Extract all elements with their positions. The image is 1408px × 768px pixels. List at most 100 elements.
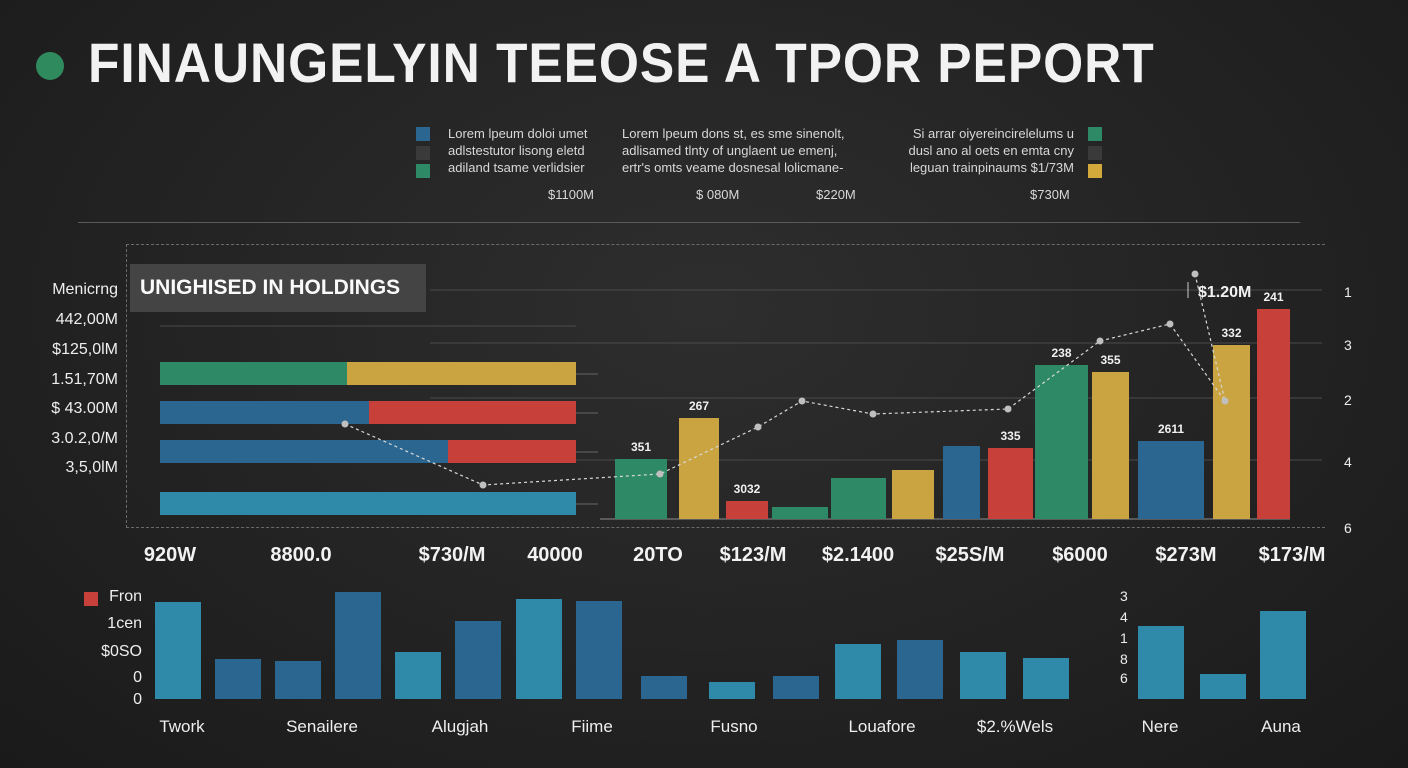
bottom-bar	[155, 602, 201, 699]
horizontal-bar-segment	[160, 492, 576, 515]
bottom-bar	[455, 621, 501, 699]
trend-point	[1221, 397, 1229, 405]
legend-line: ertr's omts veame dosnesal lolicmane-	[622, 160, 844, 175]
legend-amount: $1100M	[548, 187, 595, 202]
trend-point	[479, 481, 487, 489]
horizontal-bar-segment	[160, 362, 347, 385]
x-tick-label: $123/M	[719, 544, 787, 566]
title-dot-icon	[36, 52, 64, 80]
right-tick-label: 8	[1120, 651, 1128, 667]
legend-amount: $730M	[1030, 187, 1070, 202]
page-title: FINAUNGELYIN TEEOSE A TPOR PEPORT	[88, 31, 1155, 94]
legend-line: adlstestutor lisong eletd	[448, 143, 585, 158]
legend-amount: $220M	[816, 187, 856, 202]
y-tick-label: 3.0.2,0/M	[51, 430, 118, 447]
vertical-bar	[892, 470, 934, 519]
bar-data-label: 3032	[734, 482, 761, 496]
legend-amount: $ 080M	[696, 187, 740, 202]
bottom-bar	[1023, 658, 1069, 699]
trend-peak-label: $1.20M	[1198, 284, 1251, 301]
bar-data-label: 2611	[1158, 422, 1184, 436]
y-tick-label: $125,0lM	[52, 341, 118, 358]
x-tick-label: Twork	[159, 717, 205, 736]
divider	[78, 222, 1300, 223]
right-tick-label: 6	[1120, 670, 1128, 686]
bottom-bar	[773, 676, 819, 699]
right-tick-label: 4	[1120, 609, 1128, 625]
y-tick-label: 442,00M	[55, 311, 118, 328]
bar-data-label: 355	[1100, 353, 1120, 367]
legend-swatch	[1088, 164, 1102, 178]
legend-swatch	[416, 146, 430, 160]
trend-point	[1166, 320, 1174, 328]
bottom-bar	[1200, 674, 1246, 699]
x-tick-label: Senailere	[286, 717, 358, 736]
x-tick-label: $2.1400	[821, 544, 895, 566]
legend-block-3: Si arrar oiyereincirelelums u dusl ano a…	[896, 125, 1075, 176]
bar-data-label: 238	[1051, 346, 1071, 360]
vertical-bar	[1138, 441, 1204, 519]
bottom-bar	[960, 652, 1006, 699]
legend-line: leguan trainpinaums $1/73M	[909, 160, 1074, 175]
x-tick-label: 20TO	[633, 544, 683, 566]
x-tick-label: 920W	[143, 544, 197, 566]
y-tick-label: $0SO	[101, 643, 142, 660]
vertical-bar	[679, 418, 719, 519]
trend-point	[1191, 270, 1199, 278]
trend-point	[656, 470, 664, 478]
bar-data-label: 351	[631, 440, 651, 454]
y-tick-label: 1.51,70M	[51, 371, 118, 388]
trend-point	[798, 397, 806, 405]
right-tick-label: 2	[1344, 392, 1352, 408]
legend-swatch	[1088, 127, 1102, 141]
legend-line: Lorem lpeum doloi umet	[448, 126, 588, 141]
horizontal-bar-segment	[448, 440, 576, 463]
x-tick-label: $25S/M	[935, 544, 1005, 566]
legend-line: dusl ano al oets en emta cny	[908, 143, 1075, 158]
legend-swatch	[1088, 146, 1102, 160]
vertical-bar	[943, 446, 980, 519]
trend-point	[341, 420, 349, 428]
y-tick-label: 0	[133, 691, 142, 708]
legend-line: Lorem lpeum dons st, es sme sinenolt,	[622, 126, 845, 141]
y-axis-label: Menicrng	[52, 281, 118, 298]
vertical-bar	[615, 459, 667, 519]
y-tick-label: 3,5,0lM	[65, 459, 118, 476]
bottom-bar	[516, 599, 562, 699]
trend-point	[754, 423, 762, 431]
vertical-bar	[1035, 365, 1088, 519]
bar-data-label: 267	[689, 399, 709, 413]
x-tick-label: $730/M	[418, 544, 486, 566]
legend-swatch	[416, 164, 430, 178]
horizontal-bar-segment	[160, 440, 448, 463]
legend-block-2: Lorem lpeum dons st, es sme sinenolt, ad…	[622, 125, 845, 176]
vertical-bar	[1257, 309, 1290, 519]
trend-point	[1096, 337, 1104, 345]
legend-line: Si arrar oiyereincirelelums u	[912, 126, 1074, 141]
bottom-bar	[641, 676, 687, 699]
x-tick-label: Alugjah	[431, 717, 489, 736]
x-tick-label: Louafore	[848, 717, 916, 736]
right-tick-label: 1	[1344, 284, 1352, 300]
x-tick-label: $2.%Wels	[976, 717, 1054, 736]
vertical-bar	[1213, 345, 1250, 519]
bottom-bar	[1260, 611, 1306, 699]
bottom-bar	[335, 592, 381, 699]
right-tick-label: 3	[1344, 337, 1352, 353]
right-tick-label: 1	[1120, 630, 1128, 646]
right-tick-label: 4	[1344, 454, 1352, 470]
vertical-bar	[726, 501, 768, 519]
x-tick-label: Auna	[1261, 717, 1301, 736]
x-tick-label: 40000	[527, 544, 583, 566]
bottom-bar	[897, 640, 943, 699]
legend-swatch	[416, 127, 430, 141]
bar-data-label: 335	[1000, 429, 1020, 443]
vertical-bar	[831, 478, 886, 519]
bottom-bar	[215, 659, 261, 699]
bottom-legend-swatch	[84, 592, 98, 606]
x-tick-label: $173/M	[1258, 544, 1326, 566]
bottom-bar	[576, 601, 622, 699]
bottom-bar	[835, 644, 881, 699]
y-tick-label: 1cen	[107, 615, 142, 632]
